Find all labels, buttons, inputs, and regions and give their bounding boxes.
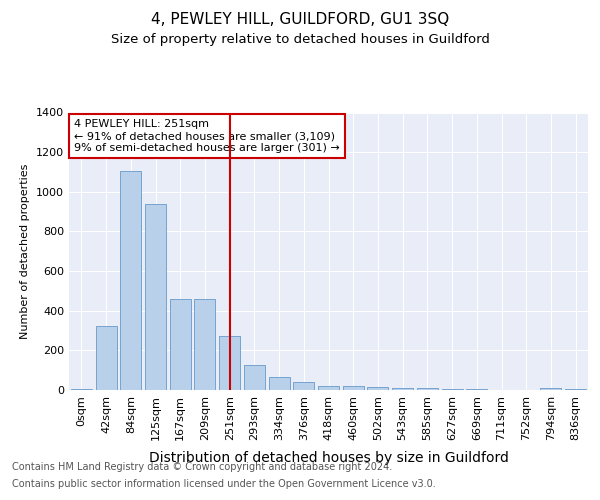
Bar (120, 171, 141, 390)
Bar (417, 388, 438, 390)
Bar (318, 386, 339, 390)
X-axis label: Distribution of detached houses by size in Guildford: Distribution of detached houses by size … (149, 451, 508, 465)
Text: 4, PEWLEY HILL, GUILDFORD, GU1 3SQ: 4, PEWLEY HILL, GUILDFORD, GU1 3SQ (151, 12, 449, 28)
Bar (170, 299, 191, 390)
Bar (95, 326, 116, 390)
Text: Contains public sector information licensed under the Open Government Licence v3: Contains public sector information licen… (12, 479, 436, 489)
Text: 4 PEWLEY HILL: 251sqm
← 91% of detached houses are smaller (3,109)
9% of semi-de: 4 PEWLEY HILL: 251sqm ← 91% of detached … (74, 120, 340, 152)
Bar (145, 204, 166, 390)
Text: Contains HM Land Registry data © Crown copyright and database right 2024.: Contains HM Land Registry data © Crown c… (12, 462, 392, 472)
Bar (71, 389, 92, 390)
Bar (343, 386, 364, 390)
Bar (367, 387, 388, 390)
Bar (392, 388, 413, 390)
Bar (541, 388, 562, 390)
Bar (244, 365, 265, 390)
Bar (442, 389, 463, 390)
Y-axis label: Number of detached properties: Number of detached properties (20, 164, 31, 339)
Bar (293, 382, 314, 390)
Text: Size of property relative to detached houses in Guildford: Size of property relative to detached ho… (110, 32, 490, 46)
Bar (269, 377, 290, 390)
Bar (194, 299, 215, 390)
Bar (219, 336, 240, 390)
